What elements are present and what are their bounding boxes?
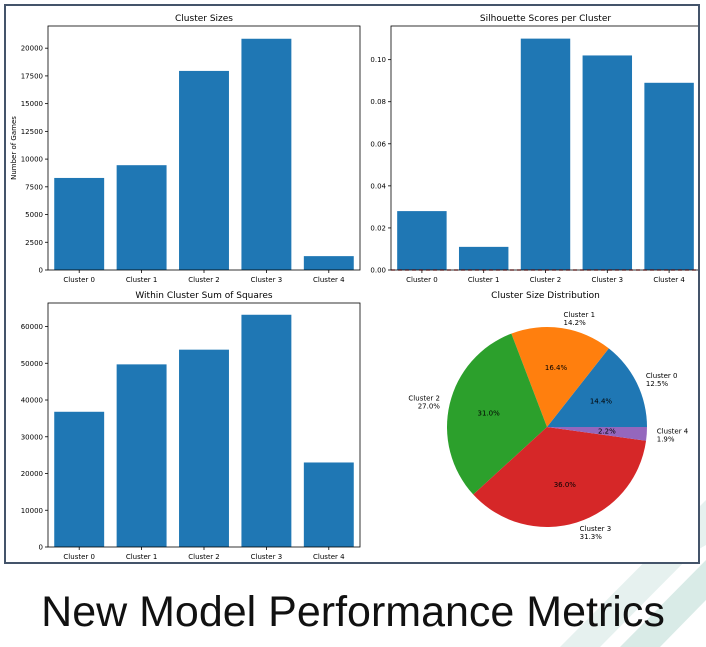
chart-title: Silhouette Scores per Cluster: [480, 14, 611, 24]
bar: [179, 349, 229, 547]
bar: [116, 364, 167, 547]
bar: [397, 211, 447, 270]
plot-frame: [47, 25, 361, 271]
figure-panel: Cluster Sizes Cluster 0 Cluster 1 Cluster 2…: [4, 4, 700, 564]
bar: [241, 314, 292, 547]
y-tick-label: 0: [39, 267, 43, 275]
y-tick-label: 7500: [25, 183, 43, 191]
x-tick-label: Cluster 2: [188, 276, 220, 284]
x-tick-label: Cluster 3: [251, 553, 283, 561]
y-tick-label: 0.08: [370, 98, 386, 106]
y-tick-label: 0.10: [370, 56, 386, 64]
y-tick-label: 5000: [25, 211, 43, 219]
bar: [179, 70, 229, 270]
y-tick-label: 10000: [21, 156, 43, 164]
y-tick-label: 2500: [25, 239, 43, 247]
bar: [303, 462, 354, 547]
y-tick-label: 12500: [21, 128, 43, 136]
y-tick-label: 40000: [21, 397, 43, 405]
pie-inner-label: 2.2%: [598, 428, 616, 436]
bar: [303, 256, 354, 270]
pie-inner-label: 31.0%: [477, 410, 500, 418]
plot-frame: [390, 25, 698, 271]
x-tick-label: Cluster 3: [251, 276, 283, 284]
x-tick-label: Cluster 2: [188, 553, 220, 561]
x-tick-label: Cluster 0: [406, 276, 438, 284]
pie-outer-label: Cluster 0 12.5%: [646, 372, 678, 388]
slide-title: New Model Performance Metrics: [41, 588, 665, 636]
y-tick-label: 20000: [21, 470, 43, 478]
chart-2: Within Cluster Sum of Squares Cluster 0 Cl…: [21, 291, 361, 561]
x-tick-label: Cluster 4: [313, 276, 345, 284]
pie-slice: [446, 333, 547, 495]
x-tick-label: Cluster 1: [126, 553, 158, 561]
plot-frame: [47, 302, 361, 548]
y-tick-label: 0.00: [370, 267, 386, 275]
bar: [582, 55, 633, 271]
y-tick-label: 0.04: [370, 182, 386, 190]
pie-outer-label: Cluster 4 1.9%: [657, 428, 689, 444]
pie-slice: [473, 427, 647, 528]
pie-outer-label: Cluster 1 14.2%: [564, 311, 596, 327]
chart-title: Cluster Sizes: [175, 14, 233, 24]
y-tick-label: 15000: [21, 100, 43, 108]
y-tick-label: 0.02: [370, 224, 386, 232]
x-tick-label: Cluster 4: [653, 276, 685, 284]
bar: [644, 82, 694, 270]
y-tick-label: 0: [39, 544, 43, 552]
pie-inner-label: 36.0%: [554, 481, 577, 489]
y-tick-label: 0.06: [370, 140, 386, 148]
y-tick-label: 60000: [21, 323, 43, 331]
chart-title: Cluster Size Distribution: [491, 291, 600, 301]
y-axis-label: Number of Games: [10, 116, 18, 180]
pie-slice: [547, 427, 647, 441]
pie-slice: [511, 327, 609, 427]
chart-1: Silhouette Scores per Cluster Cluster 0 Cl…: [370, 14, 698, 284]
bar: [116, 165, 167, 270]
bar: [458, 246, 509, 270]
chart-figure: Cluster Sizes Cluster 0 Cluster 1 Cluster 2…: [10, 14, 698, 561]
bar: [54, 177, 105, 270]
pie-outer-label: Cluster 2 27.0%: [408, 395, 440, 411]
chart-title: Within Cluster Sum of Squares: [135, 291, 273, 301]
x-tick-label: Cluster 0: [63, 553, 95, 561]
x-tick-label: Cluster 1: [126, 276, 158, 284]
pie-inner-label: 16.4%: [545, 364, 568, 372]
x-tick-label: Cluster 0: [63, 276, 95, 284]
y-tick-label: 20000: [21, 45, 43, 53]
bar: [54, 411, 105, 547]
pie-inner-label: 14.4%: [590, 397, 613, 405]
y-tick-label: 17500: [21, 72, 43, 80]
chart-0: Cluster Sizes Cluster 0 Cluster 1 Cluster 2…: [10, 14, 361, 284]
pie-slice: [547, 348, 647, 427]
x-tick-label: Cluster 3: [592, 276, 624, 284]
x-tick-label: Cluster 2: [530, 276, 562, 284]
bar: [520, 38, 571, 270]
y-tick-label: 50000: [21, 360, 43, 368]
y-tick-label: 10000: [21, 507, 43, 515]
y-tick-label: 30000: [21, 433, 43, 441]
x-tick-label: Cluster 4: [313, 553, 345, 561]
bar: [241, 38, 292, 270]
pie-outer-label: Cluster 3 31.3%: [580, 525, 612, 541]
x-tick-label: Cluster 1: [468, 276, 500, 284]
